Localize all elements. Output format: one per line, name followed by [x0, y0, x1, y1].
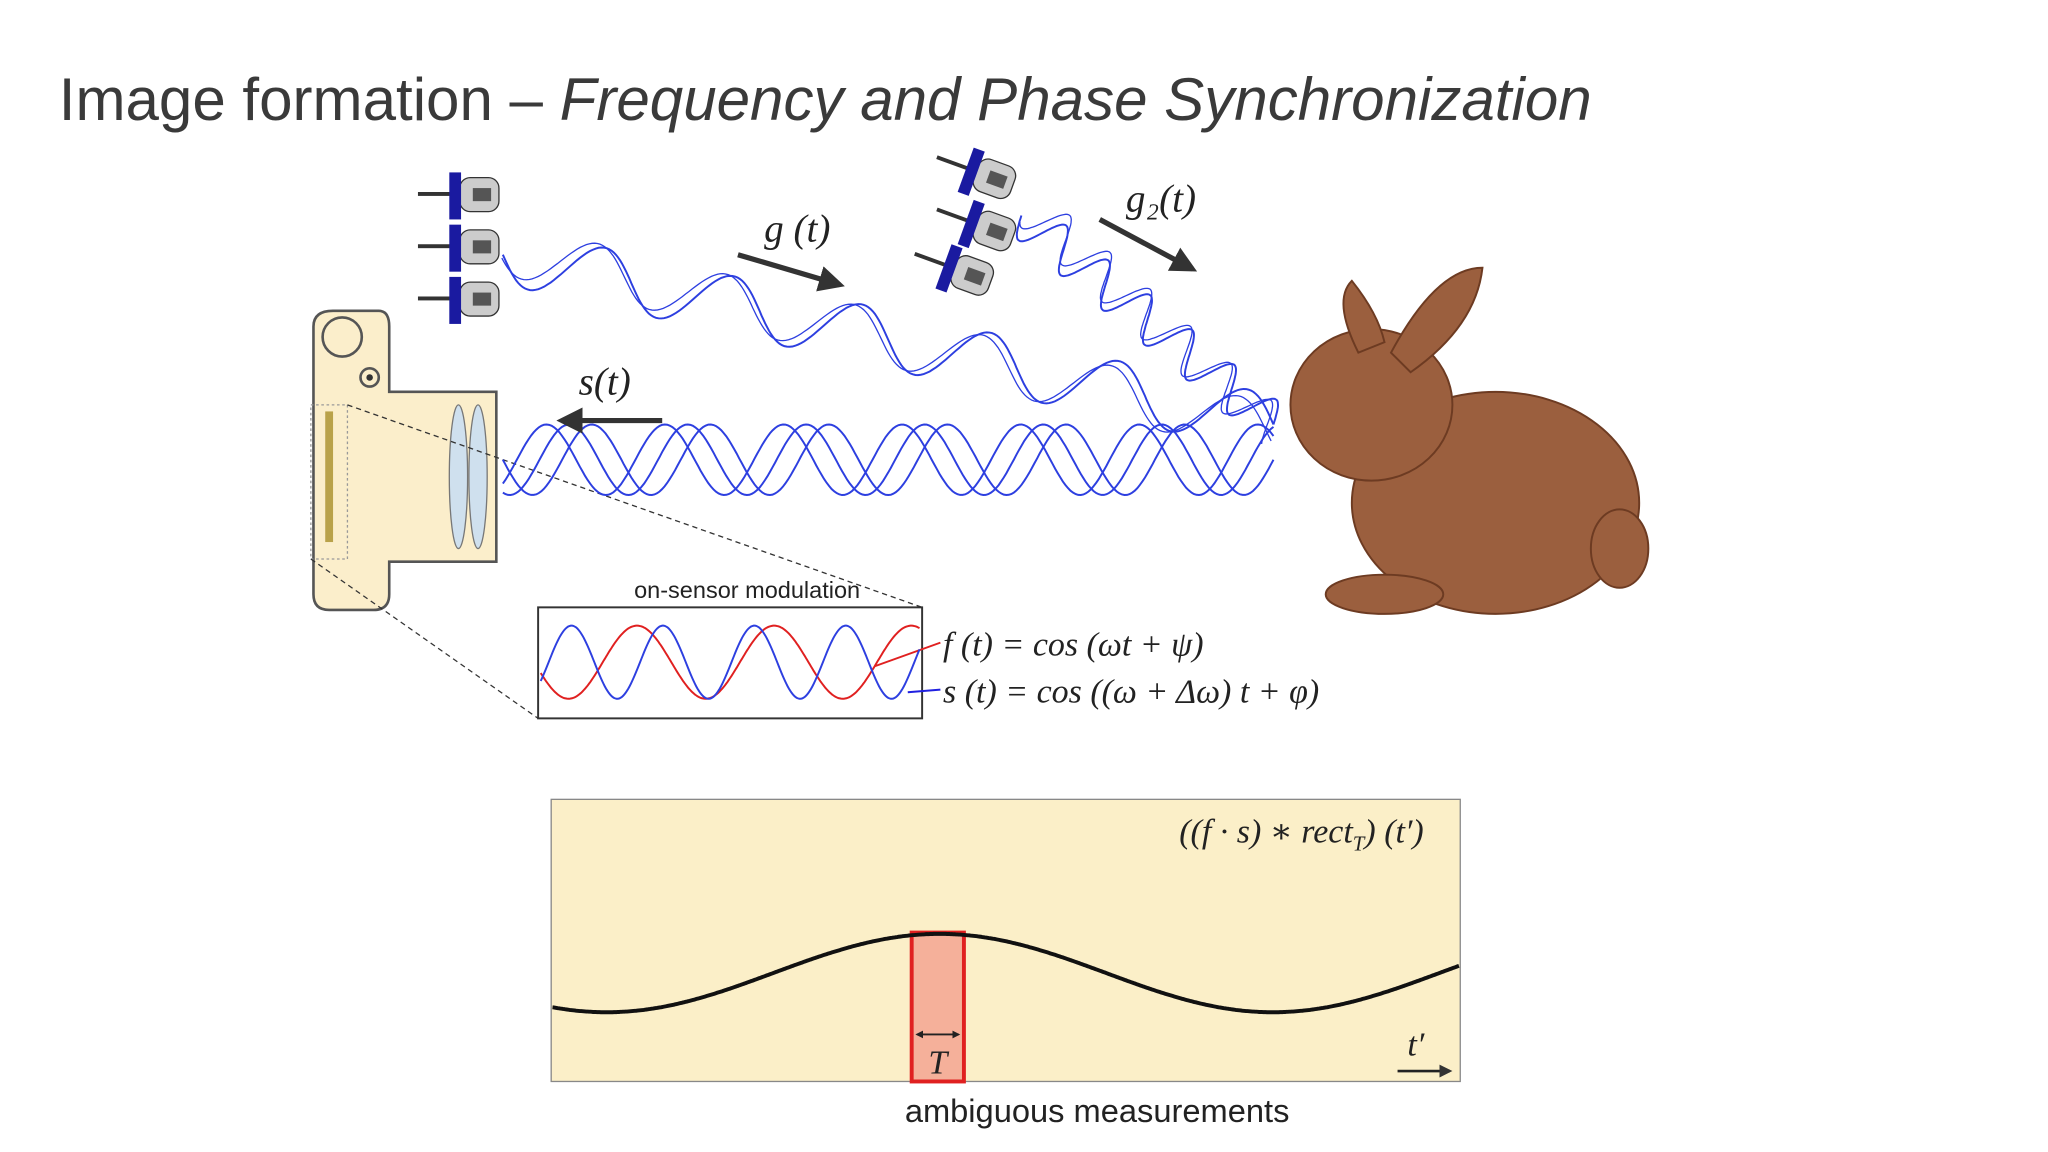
- light-part: [472, 188, 492, 202]
- g-wave: [501, 246, 1275, 433]
- bunny: [1289, 266, 1650, 615]
- g2-label: g₂(t): [1126, 178, 1196, 221]
- formula-sub: T: [1353, 831, 1366, 855]
- light-part: [417, 296, 471, 301]
- light-part: [417, 192, 471, 196]
- light-source: [914, 244, 995, 296]
- s-wave: [502, 423, 1275, 497]
- inset-box: [537, 606, 924, 720]
- light-source: [936, 147, 1017, 200]
- light-source: [417, 224, 500, 272]
- zoom-line: [310, 558, 539, 719]
- s-wave: [502, 423, 1275, 497]
- f-pointer: [874, 641, 941, 668]
- light-part: [449, 224, 462, 272]
- s-formula: s (t) = cos ((ω + Δω) t + φ): [943, 674, 1319, 711]
- g-label: g (t): [764, 208, 830, 251]
- light-part: [986, 222, 1008, 242]
- title-plain: Image formation –: [59, 66, 560, 133]
- light-part: [472, 240, 492, 254]
- plot-formula: ((f · s) ∗ rectT) (t′): [1179, 813, 1423, 855]
- s-label: s(t): [579, 360, 631, 403]
- light-part: [935, 244, 963, 293]
- s-wave-inset: [539, 624, 921, 700]
- light-source: [936, 199, 1017, 252]
- result-curve: [552, 931, 1460, 1015]
- light-part: [986, 170, 1008, 189]
- zoom-line: [347, 404, 923, 608]
- g2-arrow: [1098, 217, 1198, 272]
- g-wave: [501, 242, 1272, 442]
- light-source: [417, 172, 500, 220]
- inset-label: on-sensor modulation: [634, 577, 860, 603]
- light-part: [963, 267, 986, 286]
- g-arrow: [737, 252, 845, 292]
- f-wave: [539, 624, 920, 700]
- s-pointer: [907, 688, 941, 694]
- light-part: [472, 292, 492, 306]
- slide-title: Image formation – Frequency and Phase Sy…: [59, 66, 1592, 133]
- light-part: [957, 199, 985, 249]
- light-part: [449, 276, 462, 324]
- camera: [310, 309, 498, 612]
- formula-main: ((f · s) ∗ rect: [1179, 813, 1354, 850]
- t-label: T: [928, 1045, 949, 1082]
- light-part: [449, 172, 462, 220]
- s-wave: [501, 423, 1275, 497]
- formula-tail: ) (t′): [1362, 813, 1423, 850]
- g2-wave: [1015, 215, 1280, 425]
- light-source: [417, 276, 500, 324]
- title-italic: Frequency and Phase Synchronization: [560, 66, 1592, 133]
- axis-label: t′: [1407, 1026, 1424, 1063]
- f-formula: f (t) = cos (ωt + ψ): [943, 627, 1203, 664]
- light-part: [417, 244, 471, 249]
- g2-wave: [1019, 213, 1274, 445]
- light-part: [957, 147, 985, 196]
- caption: ambiguous measurements: [905, 1092, 1290, 1129]
